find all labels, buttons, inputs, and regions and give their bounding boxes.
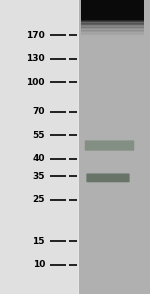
- Bar: [84, 4, 138, 5]
- Bar: [84, 4, 138, 5]
- Bar: [84, 3, 138, 4]
- Bar: [81, 24, 144, 25]
- Bar: [84, 2, 138, 3]
- Bar: [84, 8, 138, 9]
- Bar: [84, 5, 138, 6]
- FancyBboxPatch shape: [86, 173, 130, 182]
- Bar: [84, 0, 138, 1]
- Bar: [81, 25, 144, 26]
- Bar: [81, 34, 144, 35]
- Bar: [81, 35, 144, 36]
- Bar: [81, 31, 144, 32]
- Bar: [81, 36, 144, 37]
- Bar: [81, 32, 144, 33]
- Bar: [81, 30, 144, 31]
- Bar: [84, 6, 138, 7]
- Text: 100: 100: [27, 78, 45, 87]
- Bar: [81, 31, 144, 32]
- Bar: [81, 21, 144, 22]
- Bar: [78, 0, 150, 294]
- Bar: [81, 23, 144, 24]
- Bar: [81, 22, 144, 23]
- Bar: [84, 8, 138, 9]
- Bar: [84, 5, 138, 6]
- Text: 40: 40: [33, 154, 45, 163]
- Bar: [84, 1, 138, 2]
- Bar: [84, 2, 138, 3]
- Text: 25: 25: [33, 196, 45, 204]
- Bar: [81, 20, 144, 21]
- Bar: [81, 33, 144, 34]
- Bar: [81, 0, 144, 21]
- Text: 15: 15: [33, 237, 45, 245]
- Text: 130: 130: [26, 54, 45, 63]
- Text: 170: 170: [26, 31, 45, 40]
- Bar: [84, 8, 138, 9]
- Bar: [84, 3, 138, 4]
- Bar: [84, 5, 138, 6]
- Bar: [84, 4, 138, 5]
- Bar: [84, 5, 138, 6]
- Bar: [81, 27, 144, 28]
- Bar: [84, 8, 138, 9]
- Bar: [84, 7, 138, 8]
- Bar: [84, 1, 138, 2]
- Bar: [84, 4, 138, 5]
- Bar: [84, 6, 138, 7]
- Bar: [81, 30, 144, 31]
- Bar: [84, 0, 138, 1]
- Bar: [81, 34, 144, 35]
- Bar: [84, 3, 138, 4]
- Bar: [84, 4, 138, 5]
- Bar: [84, 1, 138, 2]
- Bar: [81, 23, 144, 24]
- Bar: [81, 29, 144, 30]
- Bar: [84, 7, 138, 8]
- Bar: [84, 7, 138, 8]
- Text: 70: 70: [33, 107, 45, 116]
- Bar: [81, 37, 144, 38]
- Bar: [84, 2, 138, 3]
- Bar: [81, 20, 144, 21]
- Bar: [84, 7, 138, 8]
- Bar: [84, 5, 138, 6]
- Bar: [84, 6, 138, 7]
- Text: 55: 55: [33, 131, 45, 140]
- Bar: [84, 2, 138, 3]
- Bar: [84, 6, 138, 7]
- Bar: [84, 0, 138, 1]
- Bar: [84, 3, 138, 4]
- Bar: [81, 26, 144, 27]
- Bar: [84, 7, 138, 8]
- Bar: [81, 28, 144, 29]
- Bar: [81, 33, 144, 34]
- FancyBboxPatch shape: [85, 141, 134, 151]
- Bar: [84, 1, 138, 2]
- Bar: [84, 5, 138, 6]
- Text: 35: 35: [33, 172, 45, 181]
- Bar: [84, 3, 138, 4]
- Bar: [84, 2, 138, 3]
- Bar: [84, 8, 138, 9]
- Bar: [81, 24, 144, 25]
- Bar: [84, 8, 138, 9]
- Bar: [84, 6, 138, 7]
- Bar: [84, 0, 138, 1]
- Bar: [81, 21, 144, 22]
- Bar: [84, 2, 138, 3]
- Bar: [81, 27, 144, 28]
- Bar: [84, 1, 138, 2]
- Bar: [84, 4, 138, 5]
- Bar: [84, 1, 138, 2]
- Text: 10: 10: [33, 260, 45, 269]
- Bar: [84, 3, 138, 4]
- Bar: [0, 0, 78, 294]
- Bar: [84, 7, 138, 8]
- Bar: [84, 0, 138, 1]
- Bar: [84, 6, 138, 7]
- Bar: [84, 0, 138, 1]
